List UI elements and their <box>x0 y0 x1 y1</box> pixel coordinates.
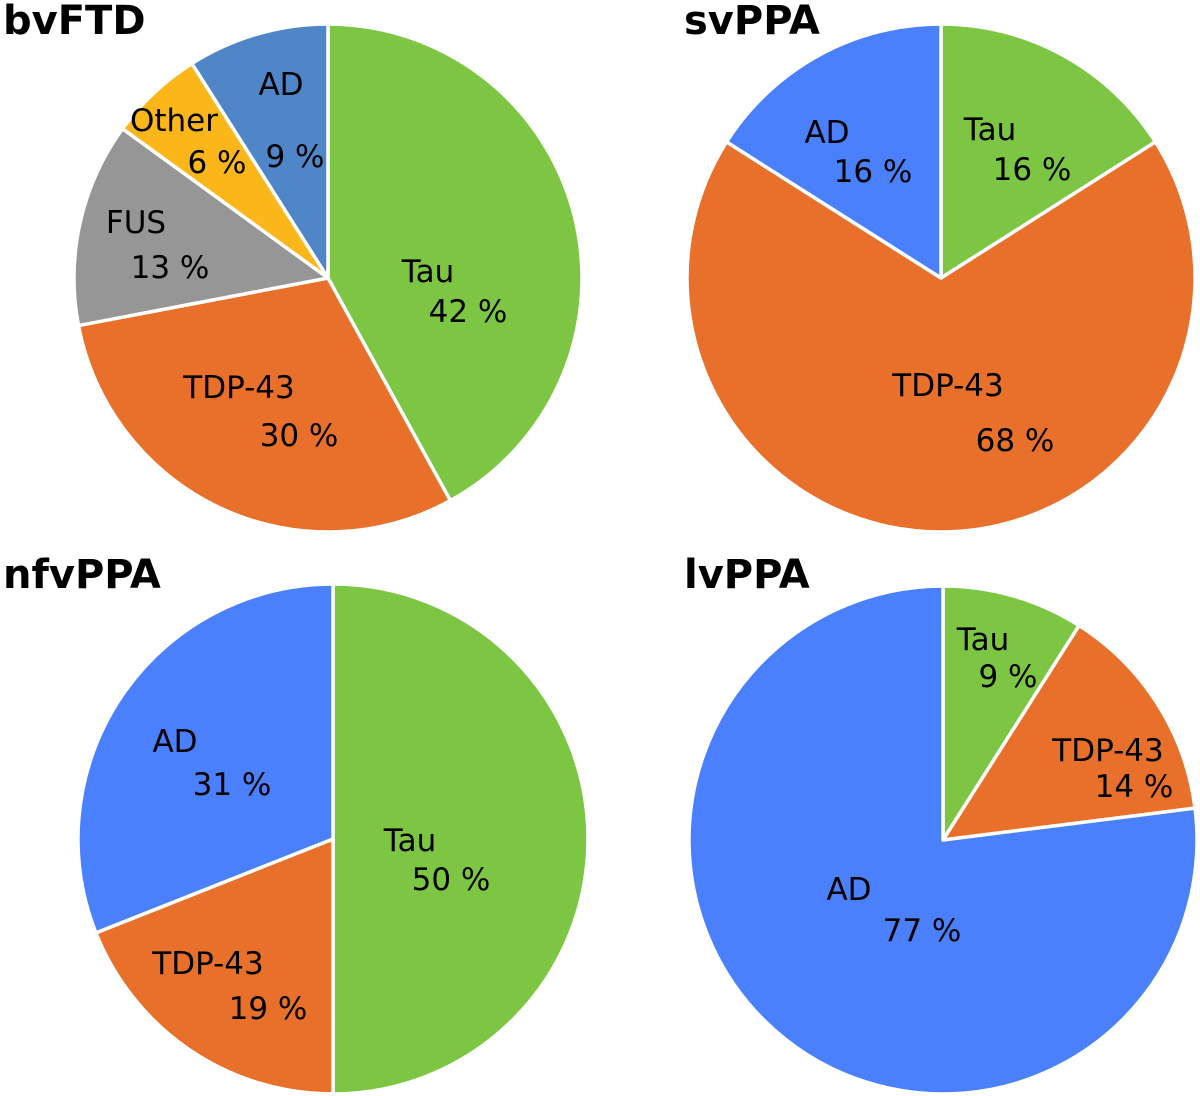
lvppa-slice-pct-label: 77 % <box>883 913 962 949</box>
svppa-slice-pct-label: 16 % <box>993 152 1072 188</box>
bvftd-slice-name-label: AD <box>258 67 303 103</box>
lvppa-slice-pct-label: 14 % <box>1095 769 1174 805</box>
chart-title-bvftd: bvFTD <box>3 0 146 44</box>
pie-bvftd: Tau 42 % TDP-43 30 % FUS 13 % Other 6 % AD 9 % <box>72 22 584 534</box>
bvftd-slice-pct-label: 6 % <box>187 145 246 181</box>
svppa-slice-name-label: TDP-43 <box>891 368 1003 404</box>
bvftd-slice-fus <box>72 126 330 328</box>
lvppa-slice-tau <box>941 584 1081 842</box>
nfvppa-slice-name-label: AD <box>152 724 197 760</box>
lvppa-slice-ad <box>687 584 1199 1096</box>
bvftd-slice-name-label: Tau <box>401 254 454 290</box>
nfvppa-slice-tau <box>331 582 590 1096</box>
chart-title-nfvppa: nfvPPA <box>3 552 161 598</box>
bvftd-slice-pct-label: 9 % <box>265 139 324 175</box>
svppa-slice-tau <box>939 22 1158 280</box>
nfvppa-slice-name-label: Tau <box>383 823 436 859</box>
nfvppa-slice-tdp-43 <box>94 837 335 1096</box>
bvftd-slice-tau <box>326 22 584 503</box>
svppa-slice-name-label: Tau <box>963 112 1016 148</box>
svppa-slice-ad <box>724 22 943 280</box>
svppa-slice-pct-label: 68 % <box>976 423 1055 459</box>
lvppa-slice-pct-label: 9 % <box>978 659 1037 695</box>
nfvppa-slice-pct-label: 19 % <box>229 991 308 1027</box>
bvftd-slice-tdp-43 <box>76 276 453 534</box>
lvppa-slice-name-label: Tau <box>956 622 1009 658</box>
svppa-slice-pct-label: 16 % <box>834 154 913 190</box>
svppa-slice-name-label: AD <box>804 115 849 151</box>
lvppa-slice-name-label: AD <box>826 872 871 908</box>
lvppa-slice-name-label: TDP-43 <box>1051 733 1163 769</box>
chart-title-lvppa: lvPPA <box>684 552 810 598</box>
nfvppa-slice-name-label: TDP-43 <box>151 946 263 982</box>
bvftd-slice-pct-label: 30 % <box>260 418 339 454</box>
nfvppa-slice-ad <box>76 582 335 935</box>
bvftd-slice-name-label: TDP-43 <box>182 370 294 406</box>
bvftd-slice-pct-label: 42 % <box>429 294 508 330</box>
lvppa-slice-tdp-43 <box>941 623 1197 842</box>
bvftd-slice-name-label: Other <box>130 103 218 139</box>
nfvppa-slice-pct-label: 50 % <box>412 862 491 898</box>
nfvppa-slice-pct-label: 31 % <box>193 767 272 803</box>
svppa-slice-tdp-43 <box>685 140 1197 534</box>
bvftd-slice-name-label: FUS <box>106 205 166 241</box>
chart-title-svppa: svPPA <box>684 0 820 44</box>
bvftd-slice-pct-label: 13 % <box>131 250 210 286</box>
bvftd-slice-ad <box>190 22 330 280</box>
